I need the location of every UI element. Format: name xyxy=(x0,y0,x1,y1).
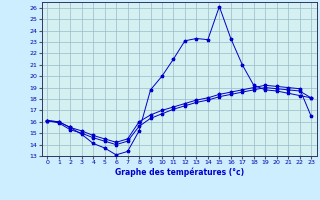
X-axis label: Graphe des températures (°c): Graphe des températures (°c) xyxy=(115,168,244,177)
